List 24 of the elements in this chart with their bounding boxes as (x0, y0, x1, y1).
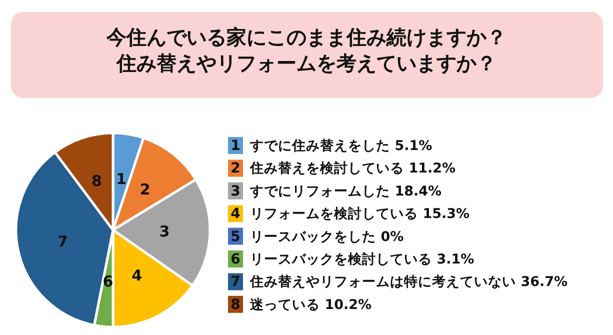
text: 6 (230, 252, 240, 268)
text: 1 (116, 170, 126, 188)
text: 4 (132, 266, 142, 285)
text: 7 (230, 274, 240, 290)
legend-label: リフォームを検討している 15.3% (250, 206, 470, 222)
text: 8 (92, 172, 102, 190)
chart-title: 今住んでいる家にこのまま住み続けますか？ (106, 25, 506, 49)
text: 3 (230, 183, 240, 200)
text: 1 (230, 138, 240, 154)
text: 5 (230, 228, 240, 245)
legend-label: すでに住み替えをした 5.1% (249, 138, 433, 154)
legend-label: 迷っている 10.2% (249, 296, 372, 313)
legend-label: 住み替えやリフォームは特に考えていない 36.7% (249, 274, 568, 290)
text: 7 (58, 232, 68, 250)
legend-label: リースバックをした 0% (250, 228, 404, 245)
legend-label: 住み替えを検討している 11.2% (249, 160, 456, 177)
chart-subtitle: 住み替えやリフォームを考えていますか？ (116, 51, 496, 75)
text: 8 (230, 296, 240, 313)
text: 3 (159, 222, 170, 241)
legend-label: すでにリフォームした 18.4% (249, 183, 442, 200)
text: 2 (230, 160, 240, 177)
text: 4 (230, 206, 241, 222)
text: 2 (140, 180, 150, 199)
legend-label: リースバックを検討している 3.1% (250, 252, 475, 268)
